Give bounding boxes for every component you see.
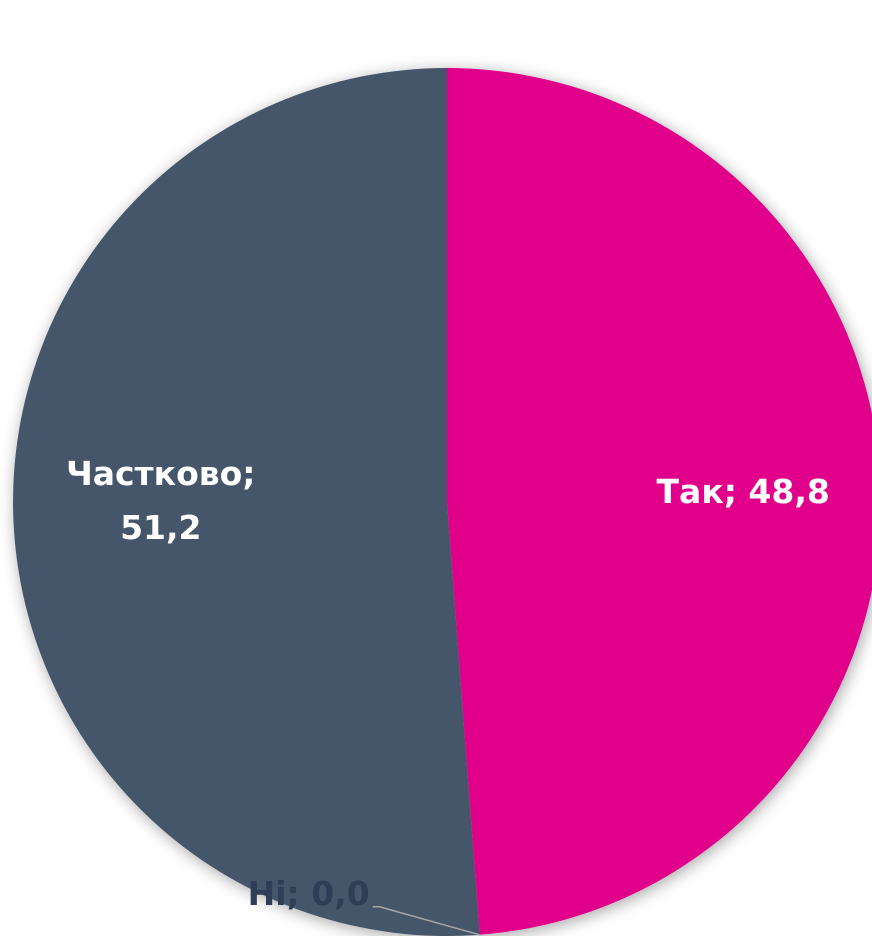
data-label-1: Ні; 0,0 — [248, 874, 370, 913]
leader-line-1 — [372, 906, 480, 936]
data-label-0: Так; 48,8 — [657, 472, 830, 511]
data-label-2: Частково; 51,2 — [66, 454, 255, 547]
pie-slice-2 — [13, 68, 480, 936]
pie-slice-0 — [447, 68, 872, 935]
